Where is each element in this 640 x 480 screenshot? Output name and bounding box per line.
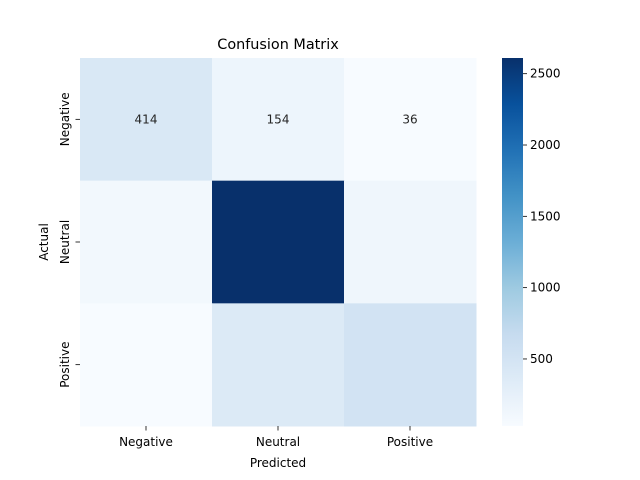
colorbar xyxy=(502,58,523,426)
y-axis-ticks: Negative Neutral Positive xyxy=(58,92,80,388)
heatmap-cells xyxy=(80,58,477,427)
heatmap-cell xyxy=(80,58,213,182)
heatmap-cell xyxy=(212,58,345,182)
x-tick-label: Negative xyxy=(119,435,173,449)
heatmap-cell xyxy=(344,303,477,427)
y-tick-label: Neutral xyxy=(58,220,72,264)
y-axis-label: Actual xyxy=(37,223,51,261)
x-tick-label: Positive xyxy=(387,435,433,449)
heatmap-cell xyxy=(80,180,213,304)
cell-value-label: 414 xyxy=(135,112,158,126)
colorbar-tick-label: 1500 xyxy=(530,209,561,223)
x-axis-label: Predicted xyxy=(250,456,306,470)
x-axis-ticks: Negative Neutral Positive xyxy=(119,426,433,449)
heatmap-cell xyxy=(344,180,477,304)
x-tick-label: Neutral xyxy=(256,435,300,449)
cell-labels: 414 154 36 xyxy=(135,112,418,126)
heatmap-cell xyxy=(212,180,345,304)
heatmap-cell xyxy=(212,303,345,427)
y-tick-label: Negative xyxy=(58,92,72,146)
colorbar-tick-label: 500 xyxy=(530,352,553,366)
cell-value-label: 154 xyxy=(267,112,290,126)
colorbar-tick-label: 1000 xyxy=(530,281,561,295)
cell-value-label: 36 xyxy=(402,112,417,126)
y-tick-label: Positive xyxy=(58,342,72,388)
chart-title: Confusion Matrix xyxy=(217,37,339,53)
heatmap-cell xyxy=(80,303,213,427)
colorbar-tick-label: 2500 xyxy=(530,67,561,81)
heatmap-cell xyxy=(344,58,477,182)
colorbar-tick-label: 2000 xyxy=(530,138,561,152)
colorbar-ticks: 500 1000 1500 2000 2500 xyxy=(523,67,561,366)
